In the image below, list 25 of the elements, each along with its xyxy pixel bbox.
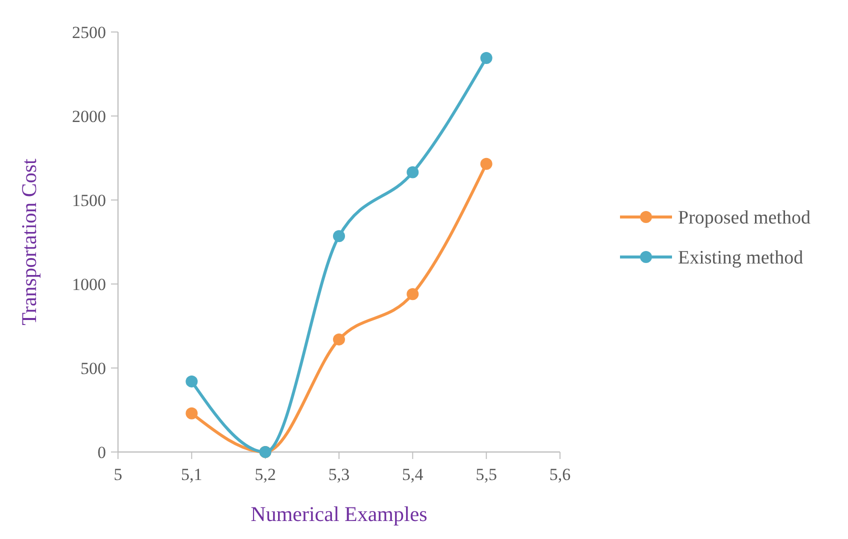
y-tick-label: 0 [98,442,106,462]
y-axis-title: Transportation Cost [17,158,41,326]
y-tick-label: 2500 [72,22,106,42]
x-tick-label: 5,1 [181,465,202,484]
x-tick-label: 5,4 [402,465,424,484]
point [186,407,198,420]
point [406,288,419,300]
point [480,52,492,64]
point [186,375,198,388]
point [480,158,492,170]
x-tick-label: 5,5 [476,465,497,484]
x-tick-label: 5 [114,465,122,484]
point [406,166,419,178]
y-tick-label: 1000 [72,274,106,294]
point [333,333,345,346]
x-tick-label: 5,6 [549,465,571,484]
y-tick-label: 1500 [72,190,106,210]
legend-label: Proposed method [678,208,811,229]
y-tick-label: 500 [80,358,106,378]
x-axis-title: Numerical Examples [250,502,428,526]
x-tick-label: 5,2 [254,465,276,484]
legend-label: Existing method [678,248,804,269]
x-tick-label: 5,3 [328,465,350,484]
y-tick-label: 2000 [72,106,106,126]
point [333,230,345,242]
